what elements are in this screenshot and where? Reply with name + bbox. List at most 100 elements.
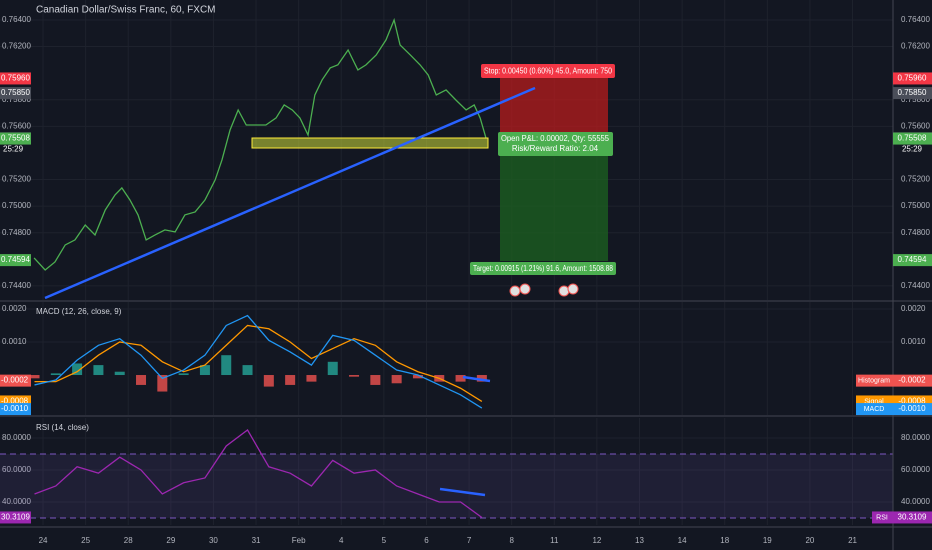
x-tick-label: 13 — [635, 536, 644, 545]
price-badge-label: 0.75508 — [898, 134, 927, 143]
event-icon[interactable] — [519, 283, 531, 295]
price-badge — [893, 87, 932, 100]
histogram-bar — [285, 375, 296, 385]
open-pnl-label: Open P&L: 0.00002, Qty: 55555 — [501, 134, 610, 143]
y-tick-label: 80.0000 — [901, 433, 930, 442]
rsi-badge-label: 30.3109 — [898, 513, 927, 522]
macd-divergence-line — [462, 375, 491, 383]
price-badge-label: 0.74594 — [898, 255, 927, 264]
stop-label: Stop: 0.00450 (0.60%) 45.0, Amount: 750 — [484, 67, 612, 76]
macd-badge — [0, 403, 31, 416]
macd-badge-label: -0.0002 — [1, 376, 29, 385]
histogram-bar — [391, 375, 402, 384]
y-tick-label-left: 0.74400 — [2, 281, 31, 290]
rsi-badge — [0, 511, 31, 524]
y-tick-label-left: 0.75600 — [2, 121, 31, 130]
x-tick-label: 12 — [592, 536, 601, 545]
price-badge-label: 0.75508 — [1, 134, 30, 143]
event-icon[interactable] — [558, 285, 570, 297]
x-tick-label: Feb — [292, 536, 306, 545]
rsi-badge — [893, 511, 932, 524]
x-tick-label: 20 — [805, 536, 814, 545]
y-tick-label: 0.75200 — [901, 175, 930, 184]
y-tick-label-left: 60.0000 — [2, 465, 31, 474]
target-badge — [470, 262, 616, 275]
series-name: MACD — [864, 406, 885, 413]
price-badge-label: 0.75850 — [1, 88, 30, 97]
y-tick-label: 0.76400 — [901, 15, 930, 24]
x-tick-label: 4 — [339, 536, 344, 545]
y-tick-label-left: 0.75000 — [2, 201, 31, 210]
y-tick-label-left: 0.75800 — [2, 95, 31, 104]
macd-badge-label: -0.0010 — [898, 404, 926, 413]
y-tick-label-left: 0.76400 — [2, 15, 31, 24]
x-tick-label: 18 — [720, 536, 729, 545]
pnl-box — [498, 132, 613, 156]
histogram-bar — [306, 375, 317, 382]
histogram-bar — [242, 365, 253, 376]
histogram-bar — [157, 375, 168, 392]
y-tick-label-left: 80.0000 — [2, 433, 31, 442]
price-badge-label: 0.75960 — [1, 74, 30, 83]
macd-badge — [893, 403, 932, 416]
price-line — [33, 17, 487, 271]
support-zone — [251, 137, 489, 149]
label-layer: Canadian Dollar/Swiss Franc, 60, FXCM 0.7… — [0, 5, 932, 545]
price-badge-label: 0.74594 — [1, 255, 30, 264]
y-tick-label: 0.74800 — [901, 228, 930, 237]
y-tick-label-left: 0.74800 — [2, 228, 31, 237]
histogram-bar — [50, 373, 61, 376]
y-tick-label: 60.0000 — [901, 465, 930, 474]
histogram-bar — [72, 363, 83, 376]
y-tick-label: 0.75800 — [901, 95, 930, 104]
macd-badge-label: -0.0008 — [1, 397, 29, 406]
histogram-bar — [327, 361, 338, 376]
series-name: Signal — [864, 398, 884, 405]
target-label: Target: 0.00915 (1.21%) 91.6, Amount: 15… — [473, 264, 613, 273]
series-name-bg — [856, 374, 893, 387]
y-tick-label: 0.75000 — [901, 201, 930, 210]
y-tick-label: 0.0010 — [901, 337, 926, 346]
rsi-line — [34, 429, 483, 518]
event-icon[interactable] — [567, 283, 579, 295]
price-badge — [893, 132, 932, 145]
macd-badge-label: -0.0002 — [898, 376, 926, 385]
y-tick-label: 0.74400 — [901, 281, 930, 290]
y-tick-label-left: 0.76200 — [2, 42, 31, 51]
rsi-badge-label: 30.3109 — [1, 513, 30, 522]
reward-zone — [500, 149, 608, 261]
macd-badge — [893, 374, 932, 387]
x-tick-label: 8 — [509, 536, 514, 545]
x-tick-label: 31 — [252, 536, 261, 545]
panel-title: MACD (12, 26, close, 9) — [36, 307, 122, 316]
x-tick-label: 21 — [848, 536, 857, 545]
x-tick-label: 24 — [39, 536, 48, 545]
histogram-bar — [455, 375, 466, 382]
risk-reward-label: Risk/Reward Ratio: 2.04 — [512, 144, 599, 153]
histogram-bar — [199, 365, 210, 376]
price-badge — [0, 132, 31, 145]
y-tick-label: 0.76200 — [901, 42, 930, 51]
panel-title: RSI (14, close) — [36, 423, 89, 432]
price-badge — [0, 72, 31, 85]
y-tick-label: 40.0000 — [901, 497, 930, 506]
y-tick-label-left: 0.0010 — [2, 337, 27, 346]
histogram-bar — [370, 375, 381, 385]
x-tick-label: 19 — [763, 536, 772, 545]
trend-line — [44, 86, 536, 300]
price-badge — [893, 72, 932, 85]
price-badge-label: 0.75850 — [898, 88, 927, 97]
histogram-bar — [349, 375, 360, 377]
event-icon[interactable] — [509, 285, 521, 297]
y-tick-label-left: 0.0020 — [2, 304, 27, 313]
x-tick-label: 25 — [81, 536, 90, 545]
price-badge — [893, 254, 932, 267]
price-badge — [0, 254, 31, 267]
histogram-bar — [178, 373, 189, 376]
histogram-bar — [221, 355, 232, 376]
y-tick-label-left: 0.75200 — [2, 175, 31, 184]
rsi-band — [0, 453, 893, 518]
